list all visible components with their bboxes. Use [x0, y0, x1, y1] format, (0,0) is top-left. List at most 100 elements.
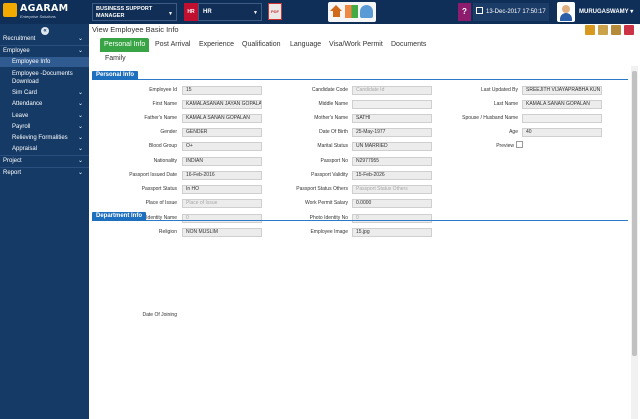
last-name-field[interactable]: KAMALA SANAN GOPALAN — [522, 100, 602, 109]
chevron-down-icon: ⌄ — [77, 124, 83, 130]
passport-no-label: Passport No — [320, 158, 348, 164]
scrollbar-thumb[interactable] — [632, 71, 637, 356]
avatar[interactable] — [557, 2, 575, 22]
sidebar-item-sim-card[interactable]: Sim Card ⌄ — [0, 88, 89, 98]
mothers-name-field[interactable]: SATHI — [352, 114, 432, 123]
sidebar-item-label: Report — [3, 170, 22, 176]
employee-photo-preview — [516, 141, 523, 148]
age-label: Age — [509, 129, 518, 135]
people-icon[interactable] — [360, 5, 373, 18]
sidebar-item-project[interactable]: Project ⌄ — [0, 156, 89, 166]
blood-group-field[interactable]: O+ — [182, 142, 262, 151]
sidebar-item-employee[interactable]: Employee ⌄ — [0, 46, 89, 56]
photo-identity-no-field[interactable]: 0 — [352, 214, 432, 223]
apps-grid-icon[interactable] — [345, 5, 358, 18]
sidebar-item-label: Leave — [12, 113, 29, 119]
middle-name-field[interactable] — [352, 100, 432, 109]
fathers-name-label: Father's Name — [144, 115, 177, 121]
sidebar-item-label: Employee — [3, 48, 30, 54]
preview-label: Preview — [496, 143, 514, 149]
page-title: View Employee Basic Info — [92, 25, 179, 34]
candidate-code-field[interactable]: Candidate Id — [352, 86, 432, 95]
chevron-down-icon: ⌄ — [77, 101, 83, 107]
hr-module-icon: HR — [184, 3, 198, 21]
company-select-value: BUSINESS SUPPORT MANAGER — [96, 6, 153, 19]
sidebar: « Recruitment ⌄ Employee ⌄ Employee Info… — [0, 24, 89, 419]
help-button[interactable]: ? — [458, 3, 471, 21]
home-icon[interactable] — [330, 5, 342, 11]
tab-qualification[interactable]: Qualification — [242, 41, 281, 48]
tab-visa-work-permit[interactable]: Visa/Work Permit — [329, 41, 383, 48]
photo-identity-name-field[interactable]: 0 — [182, 214, 262, 223]
dob-field[interactable]: 25-May-1977 — [352, 128, 432, 137]
passport-status-field[interactable]: In HO — [182, 185, 262, 194]
datetime-display: 13-Dec-2017 17:50:17 — [473, 3, 549, 21]
gender-label: Gender — [160, 129, 177, 135]
tab-experience[interactable]: Experience — [199, 41, 235, 48]
sidebar-item-documents-download[interactable]: Employee -Documents Download — [0, 69, 89, 87]
spouse-name-field[interactable] — [522, 114, 602, 123]
sidebar-item-label: Attendance — [12, 101, 43, 107]
tab-post-arrival[interactable]: Post Arrival — [155, 41, 191, 48]
sidebar-item-payroll[interactable]: Payroll ⌄ — [0, 122, 89, 132]
chevron-down-icon: ⌄ — [77, 135, 83, 141]
sidebar-item-label: Sim Card — [12, 90, 38, 96]
passport-status-others-label: Passport Status Others — [296, 186, 348, 192]
company-select[interactable]: BUSINESS SUPPORT MANAGER ▼ — [92, 3, 177, 21]
sidebar-item-appraisal[interactable]: Appraisal ⌄ — [0, 144, 89, 154]
camera-icon[interactable] — [611, 25, 621, 35]
tab-personal-info[interactable]: Personal Info — [100, 38, 150, 52]
pdf-icon[interactable]: PDF — [268, 3, 282, 20]
sidebar-item-employee-info[interactable]: Employee Info — [0, 57, 89, 67]
employee-id-label: Employee Id — [149, 87, 177, 93]
passport-status-others-field[interactable]: Passport Status Others — [352, 185, 432, 194]
employee-id-field[interactable]: 15 — [182, 86, 262, 95]
chevron-down-icon: ⌄ — [77, 90, 83, 96]
tab-language[interactable]: Language — [290, 41, 322, 48]
add-icon[interactable] — [585, 25, 595, 35]
divider — [0, 45, 89, 46]
divider — [0, 167, 89, 168]
age-field[interactable]: 40 — [522, 128, 602, 137]
sidebar-item-recruitment[interactable]: Recruitment ⌄ — [0, 34, 89, 44]
module-select[interactable]: HR ▼ — [198, 3, 262, 21]
logo[interactable]: AGARAM Enterprise Solutions — [3, 3, 89, 21]
employee-image-field[interactable]: 15.jpg — [352, 228, 432, 237]
passport-no-field[interactable]: N2977955 — [352, 157, 432, 166]
user-menu[interactable]: MURUGASWAMY ▾ — [579, 9, 634, 15]
passport-validity-label: Passport Validity — [311, 172, 348, 178]
gender-field[interactable]: GENDER — [182, 128, 262, 137]
close-icon[interactable] — [624, 25, 634, 35]
sidebar-item-attendance[interactable]: Attendance ⌄ — [0, 99, 89, 109]
fathers-name-field[interactable]: KAMALA SANAN GOPALAN — [182, 114, 262, 123]
work-permit-salary-label: Work Permit Salary — [305, 200, 348, 206]
chevron-down-icon: ⌄ — [77, 146, 83, 152]
first-name-field[interactable]: KAMALASANAN JAYAN GOPALAI — [182, 100, 262, 109]
passport-validity-field[interactable]: 15-Feb-2026 — [352, 171, 432, 180]
passport-issued-field[interactable]: 16-Feb-2016 — [182, 171, 262, 180]
tab-documents[interactable]: Documents — [391, 41, 427, 48]
place-of-issue-field[interactable]: Place of Issue — [182, 199, 262, 208]
photo-identity-no-label: Photo Identity No — [309, 215, 348, 221]
work-permit-salary-field[interactable]: 0.0000 — [352, 199, 432, 208]
tab-family[interactable]: Family — [105, 55, 126, 62]
chevron-down-icon: ⌄ — [77, 158, 83, 164]
last-updated-by-label: Last Updated By — [481, 87, 518, 93]
print-icon[interactable] — [598, 25, 608, 35]
sidebar-collapse-button[interactable]: « — [41, 27, 49, 35]
sidebar-item-report[interactable]: Report ⌄ — [0, 168, 89, 178]
sidebar-item-leave[interactable]: Leave ⌄ — [0, 111, 89, 121]
candidate-code-label: Candidate Code — [311, 87, 348, 93]
calendar-icon — [476, 7, 483, 14]
marital-status-label: Marital Status — [317, 143, 348, 149]
sidebar-item-relieving[interactable]: Relieving Formalities ⌄ — [0, 133, 89, 143]
top-bar: AGARAM Enterprise Solutions BUSINESS SUP… — [0, 0, 640, 24]
logo-title: AGARAM — [20, 3, 69, 14]
passport-issued-label: Passport Issued Date — [129, 172, 177, 178]
marital-status-field[interactable]: UN MARRIED — [352, 142, 432, 151]
vertical-scrollbar[interactable] — [631, 66, 638, 419]
religion-field[interactable]: NON MUSLIM — [182, 228, 262, 237]
nationality-field[interactable]: INDIAN — [182, 157, 262, 166]
last-updated-by-field[interactable]: SREEJITH VIJAYAPRABHA KUN — [522, 86, 602, 95]
section-title: Personal Info — [92, 71, 139, 80]
